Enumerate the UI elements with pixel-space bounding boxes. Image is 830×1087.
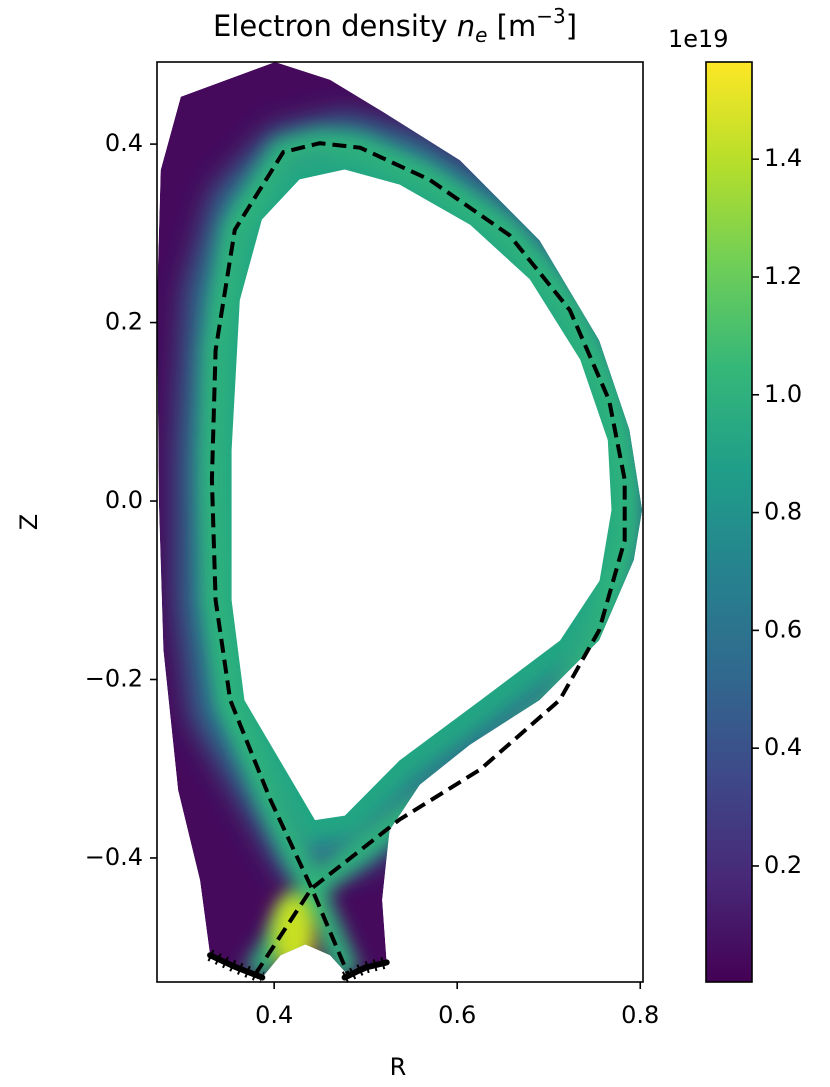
colorbar-tick-label: 0.8 xyxy=(764,498,802,526)
y-tick-label: 0.0 xyxy=(105,486,143,514)
x-tick-label: 0.4 xyxy=(255,1001,293,1029)
colorbar-tick-label: 0.6 xyxy=(764,615,802,643)
title-superscript: −3 xyxy=(536,4,565,28)
core-region xyxy=(231,169,612,821)
chart-title: Electron density ne [m−3] xyxy=(213,4,577,47)
divertor-plate-ticks xyxy=(207,949,265,984)
title-symbol: n xyxy=(457,9,475,43)
title-text: Electron density xyxy=(213,9,457,43)
title-subscript: e xyxy=(475,23,487,47)
colorbar-tick-label: 1.4 xyxy=(764,144,802,172)
y-tick-label: 0.4 xyxy=(105,129,143,157)
x-tick-label: 0.6 xyxy=(438,1001,476,1029)
plot-frame xyxy=(156,61,644,983)
x-axis-label: R xyxy=(390,1053,407,1081)
colorbar-tick-label: 1.0 xyxy=(764,380,802,408)
y-tick-label: −0.4 xyxy=(85,843,143,871)
title-unit-open: [m xyxy=(487,9,536,43)
axes: 0.4 0.6 0.8 −0.4 −0.2 0.0 0.2 0.4 0.2 0.4 0.6 0.8 1.… xyxy=(85,61,802,1029)
overlay xyxy=(207,141,627,984)
colorbar-tick-label: 0.4 xyxy=(764,733,802,761)
y-tick-label: −0.2 xyxy=(85,664,143,692)
colorbar xyxy=(705,61,753,983)
divertor-plate xyxy=(341,959,390,981)
separatrix xyxy=(209,141,627,976)
colorbar-offset-label: 1e19 xyxy=(668,25,729,53)
y-axis-label: Z xyxy=(15,514,43,530)
x-point-glow xyxy=(271,893,316,974)
title-unit-close: ] xyxy=(566,9,577,43)
colorbar-tick-label: 0.2 xyxy=(764,851,802,879)
colorbar-tick-label: 1.2 xyxy=(764,262,802,290)
x-tick-label: 0.8 xyxy=(621,1001,659,1029)
y-tick-label: 0.2 xyxy=(105,308,143,336)
